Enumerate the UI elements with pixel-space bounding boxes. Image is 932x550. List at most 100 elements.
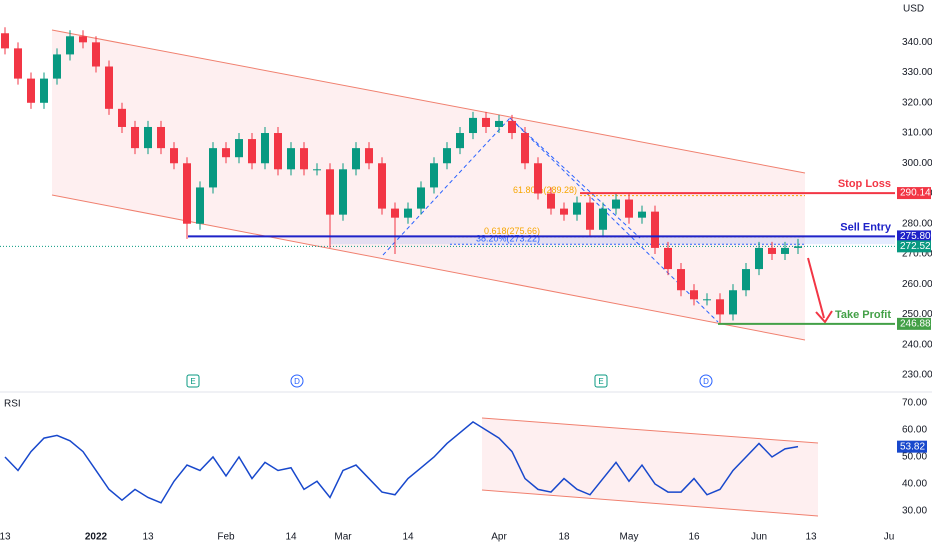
y-tick-label: 250.00 — [902, 309, 932, 320]
rsi-channel-fill — [482, 418, 818, 516]
x-tick-label: 13 — [142, 532, 154, 543]
candle-body — [469, 117, 477, 134]
x-tick-label: Feb — [217, 532, 235, 543]
x-tick-label: 14 — [402, 532, 414, 543]
candle-body — [40, 78, 48, 103]
fib-label: 0.618(275.66) — [484, 226, 540, 236]
fib-label: 38.20%(273.22) — [476, 234, 540, 244]
candle-body — [274, 133, 282, 170]
candle-body — [677, 269, 685, 291]
candle-body — [742, 269, 750, 291]
x-tick-label: 16 — [688, 532, 700, 543]
rsi-last-label: 53.82 — [900, 441, 925, 452]
y-tick-label: 310.00 — [902, 128, 932, 139]
candle-body — [313, 169, 321, 171]
candle-body — [599, 208, 607, 230]
drawings — [0, 29, 932, 517]
x-tick-label: 18 — [558, 532, 570, 543]
rsi-tick-label: 40.00 — [902, 479, 927, 490]
y-tick-label: 340.00 — [902, 37, 932, 48]
candle-body — [235, 139, 243, 158]
candle-body — [521, 133, 529, 164]
price-tag-label: 275.80 — [900, 231, 931, 242]
event-label: D — [703, 377, 709, 386]
level-name: Stop Loss — [838, 178, 891, 190]
rsi-tick-label: 60.00 — [902, 425, 927, 436]
price-tag — [897, 187, 931, 200]
rsi-title: RSI — [4, 399, 21, 410]
candle-body — [287, 148, 295, 170]
event-marker — [186, 374, 200, 388]
y-tick-label: 330.00 — [902, 67, 932, 78]
candle-body — [625, 199, 633, 218]
y-tick-label: 300.00 — [902, 158, 932, 169]
candle-body — [66, 36, 74, 55]
candle-body — [456, 133, 464, 149]
candle-body — [391, 208, 399, 218]
candle-body — [560, 208, 568, 215]
candle-body — [547, 193, 555, 209]
y-tick-label: 270.00 — [902, 249, 932, 260]
candle-body — [326, 169, 334, 215]
rsi-line — [4, 420, 799, 504]
candle-body — [755, 247, 763, 270]
y-tick-label: 280.00 — [902, 218, 932, 229]
candle-body — [378, 163, 386, 209]
rsi-tick-label: 70.00 — [902, 398, 927, 409]
candle-body — [183, 163, 191, 224]
price-tag — [897, 440, 927, 453]
event-label: E — [598, 377, 603, 386]
candle-body — [170, 148, 178, 164]
price-tag — [897, 317, 931, 330]
rsi-tick-label: 30.00 — [902, 506, 927, 517]
level-name: Take Profit — [835, 309, 891, 321]
x-tick-label: May — [620, 532, 639, 543]
candle-body — [222, 148, 230, 158]
candle-body — [339, 169, 347, 215]
candle-body — [586, 202, 594, 230]
candle-body — [53, 54, 61, 79]
candle-body — [352, 148, 360, 170]
x-tick-label: 2022 — [85, 532, 108, 543]
price-tag — [897, 230, 931, 243]
event-marker — [594, 374, 608, 388]
candle-body — [638, 211, 646, 218]
candle-body — [144, 126, 152, 149]
candle-body — [261, 133, 269, 164]
price-tag-label: 290.14 — [900, 188, 931, 199]
candle-body — [690, 290, 698, 300]
candle-body — [118, 108, 126, 127]
candle-body — [79, 36, 87, 43]
last-price-label: 272.52 — [900, 241, 931, 252]
x-tick-label: 14 — [285, 532, 297, 543]
candle-body — [534, 163, 542, 194]
event-label: D — [294, 377, 300, 386]
channel-lower — [51, 194, 806, 341]
y-tick-label: 320.00 — [902, 97, 932, 108]
candle-body — [105, 66, 113, 109]
level-name: Sell Entry — [840, 221, 892, 233]
event-marker — [290, 374, 304, 388]
candle-body — [612, 199, 620, 209]
candle-body — [430, 163, 438, 188]
candle-body — [1, 33, 9, 49]
candle-body — [508, 120, 516, 134]
candle-body — [781, 247, 789, 254]
candle-body — [664, 247, 672, 270]
candle-body — [196, 187, 204, 224]
y-tick-label: 240.00 — [902, 339, 932, 350]
candle-body — [365, 148, 373, 164]
rsi-channel-lower — [481, 489, 819, 517]
x-tick-label: Apr — [491, 532, 507, 543]
x-tick-label: Jun — [751, 532, 767, 543]
x-tick-label: 13 — [805, 532, 817, 543]
x-tick-label: 13 — [0, 532, 11, 543]
candle-body — [495, 120, 503, 127]
price-tag — [897, 240, 931, 253]
rsi-channel-upper — [481, 417, 819, 444]
arrow — [807, 257, 825, 319]
candle-body — [651, 211, 659, 248]
currency: USD — [903, 4, 924, 15]
candle-body — [300, 148, 308, 170]
